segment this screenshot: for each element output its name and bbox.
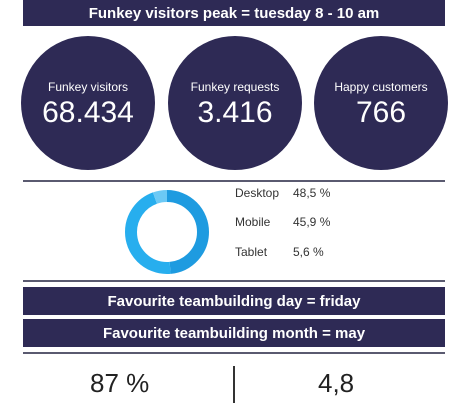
legend-percent: 5,6 % — [293, 245, 324, 259]
device-donut-chart — [125, 190, 209, 274]
teambuilding-day-banner: Favourite teambuilding day = friday — [23, 287, 445, 315]
visitors-circle: Funkey visitors 68.434 — [21, 36, 155, 170]
stats-circles: Funkey visitors 68.434 Funkey requests 3… — [0, 36, 470, 176]
customers-value: 766 — [355, 96, 407, 129]
visitors-value: 68.434 — [42, 96, 134, 129]
requests-circle: Funkey requests 3.416 — [168, 36, 302, 170]
donut-segment-tablet — [125, 190, 209, 274]
legend-name: Tablet — [235, 245, 268, 259]
customers-label: Happy customers — [334, 80, 428, 94]
visitors-peak-banner: Funkey visitors peak = tuesday 8 - 10 am — [23, 0, 445, 26]
teambuilding-month-banner: Favourite teambuilding month = may — [23, 319, 445, 347]
divider-line — [23, 280, 445, 282]
bottom-left-stat: 87 % — [90, 368, 150, 398]
legend-name: Mobile — [235, 215, 271, 229]
bottom-right-stat: 4,8 — [318, 368, 355, 398]
legend-percent: 45,9 % — [293, 215, 331, 229]
legend-name: Desktop — [235, 186, 280, 200]
donut-segment-mobile — [125, 190, 209, 274]
vertical-divider — [233, 366, 235, 403]
visitors-label: Funkey visitors — [47, 80, 129, 94]
divider-line — [23, 180, 445, 182]
customers-circle: Happy customers 766 — [314, 36, 448, 170]
divider-line — [23, 352, 445, 354]
requests-value: 3.416 — [197, 96, 273, 129]
requests-label: Funkey requests — [190, 80, 280, 94]
legend-percent: 48,5 % — [293, 186, 331, 200]
